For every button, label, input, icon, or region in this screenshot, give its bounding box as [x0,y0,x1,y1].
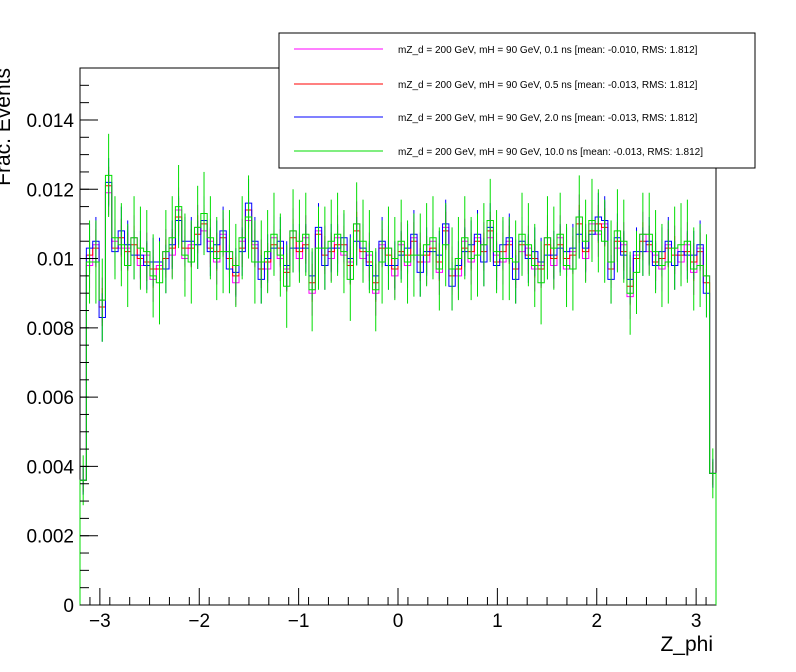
legend-label: mZ_d = 200 GeV, mH = 90 GeV, 0.5 ns [mea… [398,80,698,91]
x-axis-title: Z_phi [660,633,713,656]
y-tick-label: 0 [63,596,74,617]
x-tick-label: 3 [691,611,702,632]
x-tick-label: −3 [89,611,111,632]
y-tick-label: 0.008 [26,319,74,340]
legend-box [278,32,756,169]
y-tick-label: 0.006 [26,388,74,409]
x-tick-label: −2 [188,611,210,632]
legend: mZ_d = 200 GeV, mH = 90 GeV, 0.1 ns [mea… [278,32,756,169]
legend-label: mZ_d = 200 GeV, mH = 90 GeV, 0.1 ns [mea… [398,45,698,56]
y-axis-title: Frac. Events [0,68,15,186]
x-axis: −3 −2 −1 0 1 2 3 [89,588,707,632]
histogram-step [79,174,717,605]
x-tick-label: 1 [492,611,503,632]
x-tick-label: 0 [393,611,404,632]
y-tick-label: 0.012 [26,180,74,201]
x-tick-label: 2 [591,611,602,632]
legend-label: mZ_d = 200 GeV, mH = 90 GeV, 10.0 ns [me… [398,147,703,158]
series-layer [79,133,717,605]
y-axis: 0 0.002 0.004 0.006 0.008 0.01 0.012 0.014 [26,84,98,617]
legend-label: mZ_d = 200 GeV, mH = 90 GeV, 2.0 ns [mea… [398,113,698,124]
x-tick-label: −1 [288,611,310,632]
y-tick-label: 0.002 [26,527,74,548]
y-tick-label: 0.004 [26,457,74,478]
y-tick-label: 0.014 [26,111,74,132]
series-3 [79,133,717,605]
y-tick-label: 0.01 [37,250,74,271]
